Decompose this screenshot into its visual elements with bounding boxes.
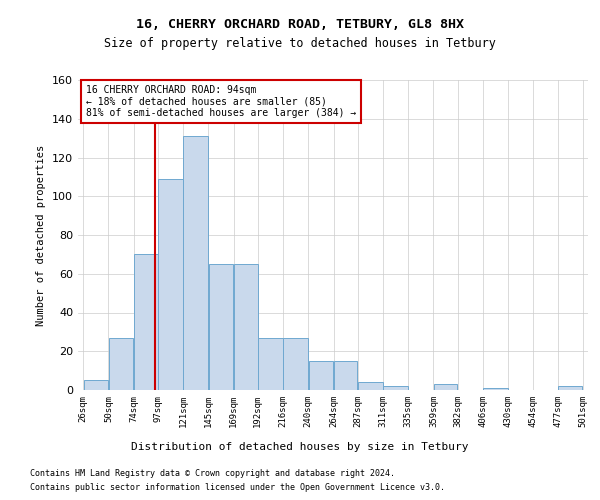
Bar [134,254,158,390]
Bar [483,388,508,390]
Y-axis label: Number of detached properties: Number of detached properties [37,144,46,326]
Bar [308,361,333,390]
Text: Contains HM Land Registry data © Crown copyright and database right 2024.: Contains HM Land Registry data © Crown c… [30,468,395,477]
Bar [109,338,133,390]
Text: Size of property relative to detached houses in Tetbury: Size of property relative to detached ho… [104,38,496,51]
Bar [258,338,283,390]
Bar [209,264,233,390]
Text: Distribution of detached houses by size in Tetbury: Distribution of detached houses by size … [131,442,469,452]
Bar [558,386,583,390]
Bar [358,382,383,390]
Bar [184,136,208,390]
Text: 16, CHERRY ORCHARD ROAD, TETBURY, GL8 8HX: 16, CHERRY ORCHARD ROAD, TETBURY, GL8 8H… [136,18,464,30]
Bar [234,264,257,390]
Text: Contains public sector information licensed under the Open Government Licence v3: Contains public sector information licen… [30,484,445,492]
Text: 16 CHERRY ORCHARD ROAD: 94sqm
← 18% of detached houses are smaller (85)
81% of s: 16 CHERRY ORCHARD ROAD: 94sqm ← 18% of d… [86,84,356,118]
Bar [283,338,308,390]
Bar [334,361,358,390]
Bar [83,380,108,390]
Bar [158,179,183,390]
Bar [383,386,408,390]
Bar [434,384,457,390]
